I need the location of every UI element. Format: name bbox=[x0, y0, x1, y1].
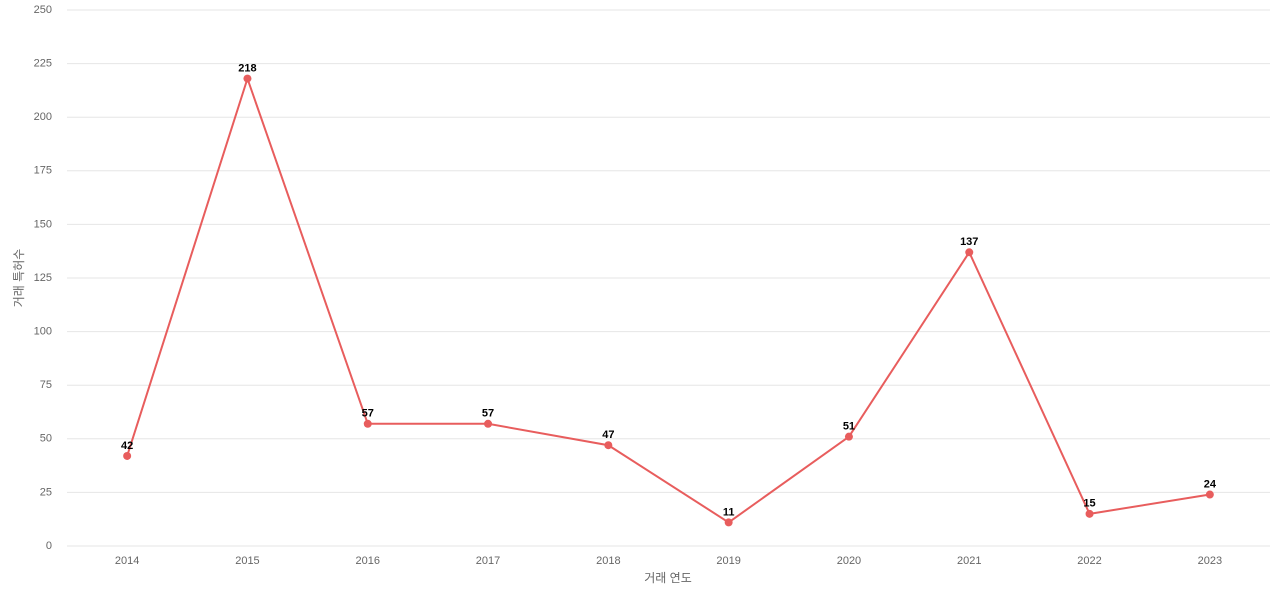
x-tick-label: 2014 bbox=[115, 555, 139, 567]
x-tick-label: 2016 bbox=[356, 555, 380, 567]
value-label: 57 bbox=[362, 408, 374, 420]
x-tick-label: 2018 bbox=[596, 555, 620, 567]
y-tick-label: 250 bbox=[34, 4, 52, 16]
value-label: 57 bbox=[482, 408, 494, 420]
x-tick-label: 2017 bbox=[476, 555, 500, 567]
value-label: 15 bbox=[1083, 498, 1095, 510]
y-tick-label: 100 bbox=[34, 326, 52, 338]
value-label: 218 bbox=[238, 63, 256, 75]
y-tick-label: 150 bbox=[34, 218, 52, 230]
point bbox=[484, 419, 493, 428]
line bbox=[126, 75, 1211, 524]
x-tick-label: 2019 bbox=[716, 555, 740, 567]
y-tick-label: 175 bbox=[34, 165, 52, 177]
y-tick-label: 25 bbox=[40, 486, 52, 498]
x-axis-title: 거래 연도 bbox=[644, 571, 692, 585]
point bbox=[123, 451, 132, 460]
x-tick-label: 2022 bbox=[1077, 555, 1101, 567]
value-label: 42 bbox=[121, 440, 133, 452]
point bbox=[1085, 509, 1094, 518]
y-tick-label: 75 bbox=[40, 379, 52, 391]
value-label: 24 bbox=[1204, 478, 1217, 490]
point bbox=[1205, 490, 1214, 499]
y-tick-label: 225 bbox=[34, 58, 52, 70]
point bbox=[363, 419, 372, 428]
y-tick-label: 50 bbox=[40, 433, 52, 445]
x-tick-label: 2021 bbox=[957, 555, 981, 567]
value-label: 51 bbox=[843, 421, 855, 433]
x-tick-label: 2020 bbox=[837, 555, 861, 567]
x-tick-label: 2015 bbox=[235, 555, 259, 567]
value-label: 11 bbox=[723, 506, 735, 518]
point bbox=[724, 518, 733, 527]
y-tick-label: 200 bbox=[34, 111, 52, 123]
point bbox=[844, 432, 853, 441]
x-tick-label: 2023 bbox=[1198, 555, 1222, 567]
y-tick-label: 125 bbox=[34, 272, 52, 284]
y-tick-label: 0 bbox=[46, 540, 52, 552]
value-label: 137 bbox=[960, 236, 978, 248]
point bbox=[604, 441, 613, 450]
point bbox=[243, 74, 252, 83]
value-label: 47 bbox=[602, 429, 614, 441]
point bbox=[965, 248, 974, 257]
y-axis-title: 거래 특허수 bbox=[12, 249, 26, 308]
